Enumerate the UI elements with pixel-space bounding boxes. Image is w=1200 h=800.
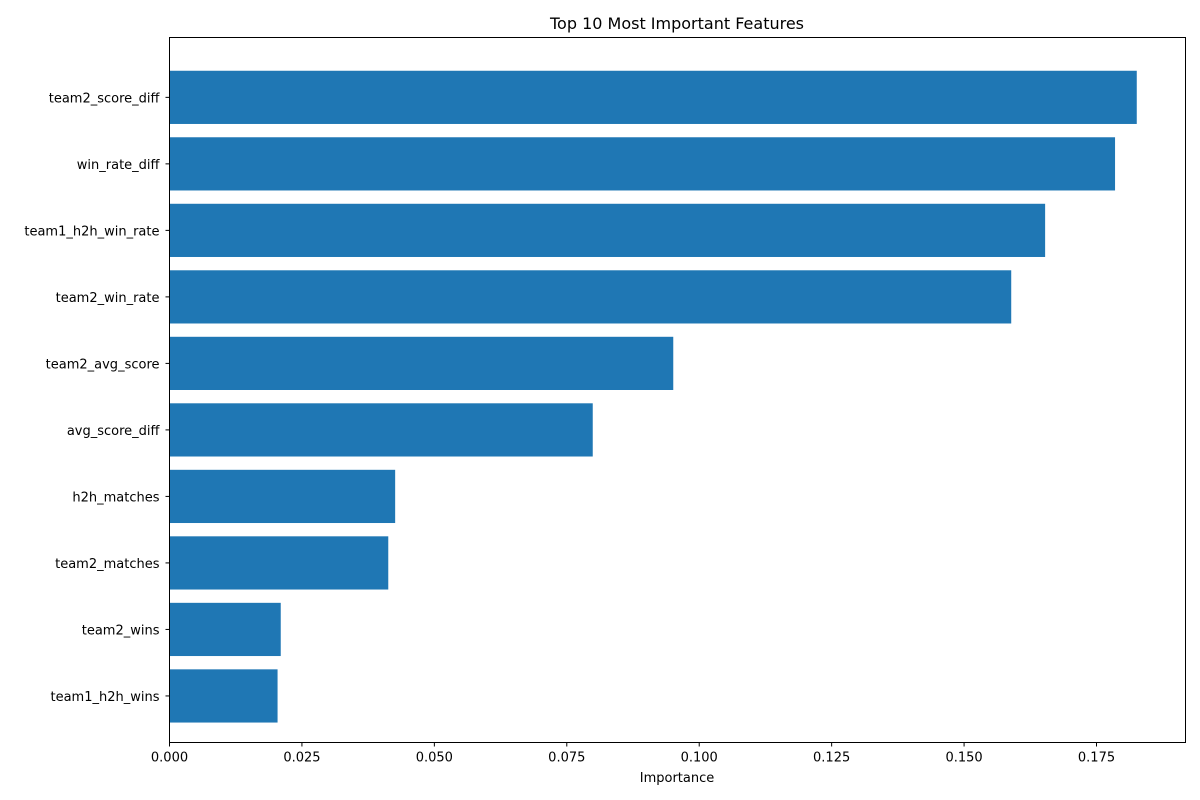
y-tick-label: h2h_matches xyxy=(72,490,159,505)
bar-h2h_matches xyxy=(169,469,396,524)
chart-title: Top 10 Most Important Features xyxy=(549,14,804,33)
x-tick-label: 0.100 xyxy=(681,751,718,766)
x-tick-label: 0.150 xyxy=(945,751,982,766)
bar-team2_wins xyxy=(169,602,281,657)
bar-team2_win_rate xyxy=(169,270,1012,324)
y-tick-label: avg_score_diff xyxy=(67,424,161,439)
bar-team2_avg_score xyxy=(169,336,674,390)
y-tick-label: team2_avg_score xyxy=(46,357,160,372)
y-tick-label: team2_matches xyxy=(55,557,160,572)
y-tick-label: team1_h2h_win_rate xyxy=(24,224,159,239)
x-tick-label: 0.050 xyxy=(416,751,453,766)
x-tick-label: 0.175 xyxy=(1078,751,1115,766)
bar-team2_score_diff xyxy=(169,70,1137,124)
x-axis-label: Importance xyxy=(640,771,715,786)
bar-avg_score_diff xyxy=(169,403,593,457)
bar-team2_matches xyxy=(169,536,389,590)
x-tick-label: 0.125 xyxy=(813,751,850,766)
bar-win_rate_diff xyxy=(169,137,1116,191)
y-tick-label: team2_win_rate xyxy=(56,291,160,306)
plot-frame xyxy=(169,37,1186,743)
bars-layer xyxy=(169,70,1137,723)
x-tick-label: 0.000 xyxy=(151,751,188,766)
y-tick-label: team2_wins xyxy=(82,623,160,638)
x-tick-label: 0.025 xyxy=(283,751,320,766)
y-tick-label: team2_score_diff xyxy=(49,91,161,106)
x-axis: 0.000 0.025 0.050 0.075 0.100 0.125 0.150 0.175 xyxy=(151,742,1115,766)
x-tick-label: 0.075 xyxy=(548,751,585,766)
bar-team1_h2h_wins xyxy=(169,669,278,723)
y-tick-label: win_rate_diff xyxy=(77,158,161,173)
bar-team1_h2h_win_rate xyxy=(169,203,1046,257)
y-tick-label: team1_h2h_wins xyxy=(50,690,159,705)
y-axis: team2_score_diff win_rate_diff team1_h2h_w… xyxy=(24,91,170,705)
